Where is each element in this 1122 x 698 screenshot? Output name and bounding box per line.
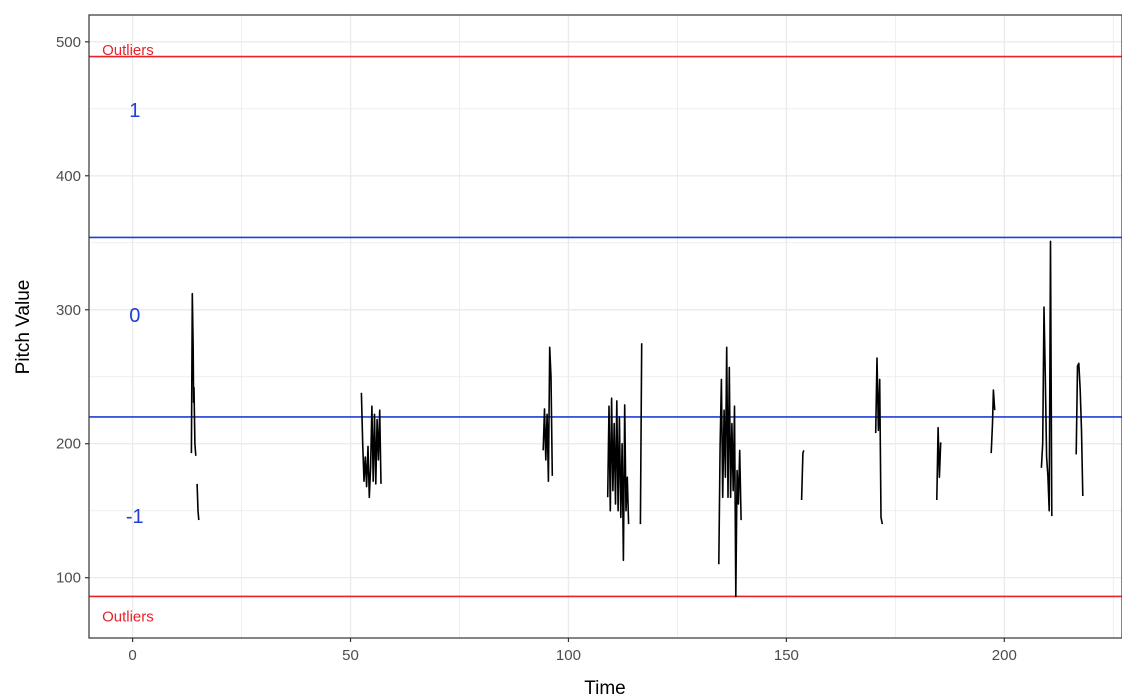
y-axis-title: Pitch Value [13, 280, 34, 375]
pitch-segment [1040, 240, 1053, 517]
pitch-segment [800, 450, 805, 501]
pitch-segment [542, 346, 554, 483]
y-tick-label: 300 [56, 302, 81, 319]
grid-lines [89, 15, 1122, 638]
pitch-segment [874, 357, 884, 525]
pitch-segment [718, 346, 742, 598]
band-label: 1 [129, 100, 140, 122]
y-tick-label: 500 [56, 34, 81, 51]
reference-lines [89, 55, 1122, 598]
outliers-label: Outliers [102, 609, 154, 626]
pitch-segment [606, 397, 630, 562]
y-tick-label: 400 [56, 168, 81, 185]
pitch-segment [190, 292, 197, 456]
y-tick-label: 100 [56, 570, 81, 587]
pitch-series [190, 240, 1084, 598]
band-label: 0 [129, 305, 140, 327]
pitch-segment [360, 392, 382, 499]
pitch-segment [990, 389, 996, 454]
pitch-segment [639, 343, 643, 525]
x-tick-label: 200 [992, 647, 1017, 664]
pitch-segment [1075, 362, 1084, 497]
annotations: Outliers 1 0 -1 Outliers [102, 42, 154, 626]
x-axis-title: Time [584, 678, 626, 698]
pitch-segment [936, 426, 942, 501]
x-axis-ticks: 0 50 100 150 200 [128, 638, 1017, 664]
x-tick-label: 150 [774, 647, 799, 664]
y-tick-label: 200 [56, 436, 81, 453]
panel-border [88, 14, 1122, 639]
plot-panel [89, 15, 1122, 638]
x-tick-label: 0 [128, 647, 136, 664]
x-tick-label: 50 [342, 647, 359, 664]
y-axis-ticks: 100 200 300 400 500 [56, 34, 89, 587]
x-tick-label: 100 [556, 647, 581, 664]
outliers-label: Outliers [102, 42, 154, 59]
band-label: -1 [126, 506, 144, 528]
pitch-segment [196, 483, 200, 521]
